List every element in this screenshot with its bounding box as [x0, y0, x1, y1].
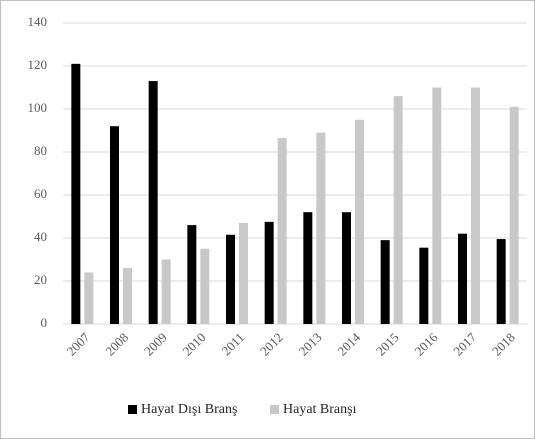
bar: [277, 138, 287, 324]
legend-label: Hayat Dışı Branş: [141, 402, 237, 417]
y-tick-label: 80: [34, 143, 47, 158]
bar: [303, 212, 313, 324]
legend-label: Hayat Branşı: [283, 402, 357, 417]
legend: Hayat Dışı Branş Hayat Branşı: [128, 402, 357, 417]
bar: [264, 221, 274, 324]
bar: [316, 132, 326, 324]
y-tick-label: 40: [34, 229, 47, 244]
bar: [380, 240, 390, 324]
bar: [123, 268, 132, 324]
bar: [496, 239, 506, 324]
bar: [419, 247, 429, 324]
bar: [226, 234, 235, 324]
legend-swatch: [270, 405, 279, 414]
bar: [161, 259, 171, 324]
y-tick-label: 100: [28, 100, 48, 115]
bar: [71, 63, 81, 324]
bar: [148, 81, 158, 324]
legend-swatch: [128, 405, 137, 414]
bar: [355, 119, 364, 324]
bar: [471, 87, 480, 324]
bar: [393, 96, 403, 324]
y-tick-label: 20: [34, 272, 47, 287]
y-tick-label: 120: [28, 57, 48, 72]
y-tick-label: 60: [34, 186, 47, 201]
bar: [239, 222, 248, 324]
bar: [342, 212, 351, 324]
bar: [110, 126, 119, 324]
y-tick-label: 140: [28, 14, 48, 29]
bar: [432, 87, 442, 324]
bar: [458, 233, 467, 324]
bar: [509, 106, 519, 324]
bar: [84, 272, 94, 324]
bar: [200, 248, 210, 324]
y-tick-label: 0: [41, 315, 48, 330]
bar: [187, 225, 197, 324]
